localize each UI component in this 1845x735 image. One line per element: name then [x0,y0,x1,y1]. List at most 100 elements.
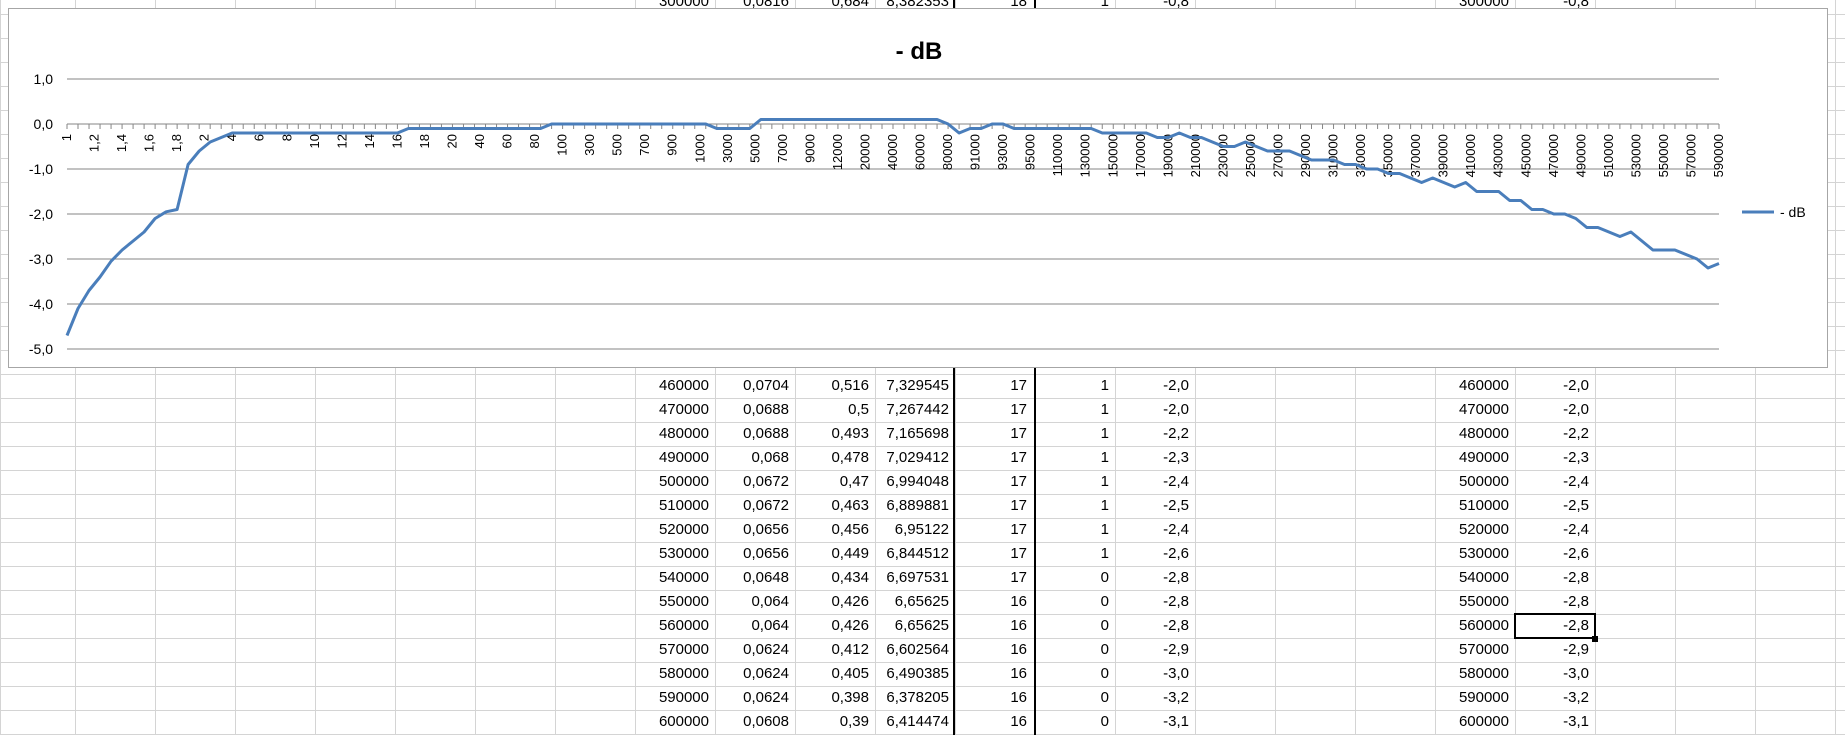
cell-h[interactable]: 500000 [1458,473,1509,490]
cell-e[interactable]: 17 [1010,497,1027,514]
cell-e[interactable]: 17 [1010,377,1027,394]
cell-d[interactable]: 8,382353 [886,0,949,10]
cell-c[interactable]: 0,39 [839,713,869,730]
cell-h[interactable]: 490000 [1458,449,1509,466]
cell-f[interactable]: 0 [1100,641,1109,658]
cell-e[interactable]: 16 [1010,641,1027,658]
cell-e[interactable]: 16 [1010,617,1027,634]
cell-c[interactable]: 0,426 [831,617,869,634]
cell-c[interactable]: 0,684 [831,0,869,10]
cell-g[interactable]: -2,8 [1163,593,1189,610]
cell-g[interactable]: -2,8 [1163,569,1189,586]
cell-f[interactable]: 0 [1100,569,1109,586]
cell-e[interactable]: 17 [1010,425,1027,442]
cell-f[interactable]: 1 [1100,497,1109,514]
cell-d[interactable]: 6,490385 [886,665,949,682]
cell-a[interactable]: 600000 [658,713,709,730]
cell-e[interactable]: 17 [1010,545,1027,562]
cell-h[interactable]: 470000 [1458,401,1509,418]
cell-d[interactable]: 6,697531 [886,569,949,586]
cell-e[interactable]: 16 [1010,665,1027,682]
cell-d[interactable]: 6,65625 [894,593,949,610]
cell-f[interactable]: 1 [1100,401,1109,418]
cell-d[interactable]: 7,165698 [886,425,949,442]
cell-b[interactable]: 0,0656 [743,521,789,538]
cell-h[interactable]: 480000 [1458,425,1509,442]
cell-b[interactable]: 0,0608 [743,713,789,730]
cell-i[interactable]: -2,8 [1563,617,1589,634]
cell-f[interactable]: 1 [1100,0,1109,10]
cell-a[interactable]: 460000 [658,377,709,394]
cell-d[interactable]: 6,414474 [886,713,949,730]
cell-f[interactable]: 1 [1100,449,1109,466]
cell-e[interactable]: 16 [1010,713,1027,730]
cell-a[interactable]: 590000 [658,689,709,706]
cell-b[interactable]: 0,0688 [743,425,789,442]
fill-handle[interactable] [1592,636,1598,642]
cell-a[interactable]: 510000 [658,497,709,514]
cell-g[interactable]: -3,1 [1163,713,1189,730]
cell-i[interactable]: -2,0 [1563,377,1589,394]
cell-b[interactable]: 0,0816 [743,0,789,10]
active-cell-selection[interactable] [1514,613,1596,639]
cell-e[interactable]: 16 [1010,593,1027,610]
cell-c[interactable]: 0,398 [831,689,869,706]
chart-object[interactable]: - dB 1,0 0,0 -1,0 -2,0 -3,0 -4,0 -5,0 1 1,2 1,4 1… [8,8,1828,368]
cell-a[interactable]: 580000 [658,665,709,682]
cell-b[interactable]: 0,068 [751,449,789,466]
cell-i[interactable]: -2,4 [1563,473,1589,490]
cell-d[interactable]: 6,994048 [886,473,949,490]
series-line-db[interactable] [65,118,1720,337]
cell-h[interactable]: 530000 [1458,545,1509,562]
cell-g[interactable]: -2,4 [1163,473,1189,490]
cell-b[interactable]: 0,0624 [743,665,789,682]
cell-i[interactable]: -2,3 [1563,449,1589,466]
cell-c[interactable]: 0,434 [831,569,869,586]
cell-d[interactable]: 6,889881 [886,497,949,514]
cell-i[interactable]: -3,2 [1563,689,1589,706]
cell-b[interactable]: 0,0624 [743,689,789,706]
cell-c[interactable]: 0,456 [831,521,869,538]
cell-c[interactable]: 0,493 [831,425,869,442]
cell-g[interactable]: -2,0 [1163,377,1189,394]
cell-c[interactable]: 0,516 [831,377,869,394]
cell-a[interactable]: 470000 [658,401,709,418]
cell-f[interactable]: 0 [1100,665,1109,682]
cell-a[interactable]: 530000 [658,545,709,562]
cell-f[interactable]: 1 [1100,521,1109,538]
cell-h[interactable]: 520000 [1458,521,1509,538]
cell-c[interactable]: 0,405 [831,665,869,682]
cell-g[interactable]: -2,2 [1163,425,1189,442]
cell-g[interactable]: -2,4 [1163,521,1189,538]
cell-f[interactable]: 1 [1100,545,1109,562]
cell-i[interactable]: -2,8 [1563,593,1589,610]
cell-e[interactable]: 17 [1010,449,1027,466]
cell-b[interactable]: 0,064 [751,593,789,610]
cell-a[interactable]: 300000 [658,0,709,10]
cell-g[interactable]: -2,8 [1163,617,1189,634]
cell-d[interactable]: 6,95122 [894,521,949,538]
cell-h[interactable]: 580000 [1458,665,1509,682]
cell-b[interactable]: 0,0656 [743,545,789,562]
cell-i[interactable]: -2,5 [1563,497,1589,514]
cell-i[interactable]: -2,6 [1563,545,1589,562]
cell-i[interactable]: -2,4 [1563,521,1589,538]
cell-f[interactable]: 1 [1100,425,1109,442]
cell-a[interactable]: 560000 [658,617,709,634]
cell-e[interactable]: 17 [1010,521,1027,538]
cell-g[interactable]: -2,0 [1163,401,1189,418]
cell-g[interactable]: -0,8 [1163,0,1189,10]
cell-b[interactable]: 0,064 [751,617,789,634]
cell-i[interactable]: -2,2 [1563,425,1589,442]
cell-i[interactable]: -2,9 [1563,641,1589,658]
cell-h[interactable]: 590000 [1458,689,1509,706]
cell-a[interactable]: 520000 [658,521,709,538]
cell-d[interactable]: 7,329545 [886,377,949,394]
cell-c[interactable]: 0,449 [831,545,869,562]
cell-i[interactable]: -2,8 [1563,569,1589,586]
cell-h[interactable]: 560000 [1458,617,1509,634]
cell-h[interactable]: 460000 [1458,377,1509,394]
cell-a[interactable]: 480000 [658,425,709,442]
cell-d[interactable]: 6,844512 [886,545,949,562]
cell-g[interactable]: -2,9 [1163,641,1189,658]
